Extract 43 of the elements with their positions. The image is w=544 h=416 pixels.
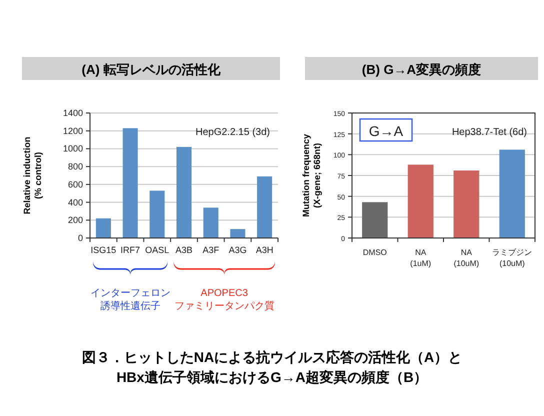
x-tick-label: ISG15: [90, 245, 116, 255]
text: インターフェロン: [90, 288, 170, 299]
bar: [96, 218, 111, 238]
text: HBx遺伝子領域におけるG→A超変異の頻度（B）: [116, 369, 428, 385]
y-tick-label: 200: [68, 215, 83, 226]
y-tick-label: 600: [68, 179, 83, 190]
x-tick-label: NA (10uM): [454, 248, 480, 268]
text: ファミリータンパク質: [174, 300, 274, 312]
y-tick-label: 800: [68, 162, 83, 172]
x-tick-label: ラミブジン (10uM): [492, 248, 532, 268]
caption: 図３．ヒットしたNAによる抗ウイルス応答の活性化（A）と: [82, 349, 462, 365]
x-tick-label: OASL: [145, 245, 170, 255]
x-tick-label: NA (1uM): [410, 248, 432, 268]
bar: [499, 150, 525, 238]
chart-title: (A) 転写レベルの活性化: [82, 62, 222, 77]
annotation: Hep38.7-Tet (6d): [452, 127, 527, 138]
y-tick-label: 1200: [62, 126, 83, 136]
annotation: HepG2.2.15 (3d): [196, 127, 270, 138]
y-tick-label: 0: [78, 233, 83, 243]
chart-title: (B) G→A変異の頻度: [362, 62, 482, 77]
y-tick-label: 1400: [62, 108, 83, 118]
x-tick-label: IRF7: [120, 245, 140, 255]
y-axis-title: Relative induction (% control): [22, 136, 43, 214]
x-tick-label: DMSO: [362, 248, 387, 257]
x-tick-label: A3B: [175, 245, 193, 255]
bar: [230, 229, 246, 238]
bar: [176, 146, 192, 238]
bar: [203, 208, 218, 238]
y-axis-title: Mutation frequency (X-gene; 668nt): [301, 134, 322, 218]
bar: [122, 128, 138, 238]
text: APOPEC3: [200, 288, 248, 299]
bar: [257, 176, 272, 238]
bar: [150, 190, 165, 238]
annotation: G→A: [368, 123, 404, 139]
x-tick-label: A3F: [202, 245, 220, 255]
text: 誘導性遺伝子: [100, 300, 160, 312]
bar: [362, 202, 388, 238]
y-tick-label: 1000: [62, 144, 83, 154]
x-tick-label: A3H: [256, 245, 274, 255]
bar: [454, 170, 480, 238]
bar: [408, 164, 434, 238]
y-tick-label: 400: [68, 197, 83, 208]
x-tick-label: A3G: [228, 245, 247, 255]
